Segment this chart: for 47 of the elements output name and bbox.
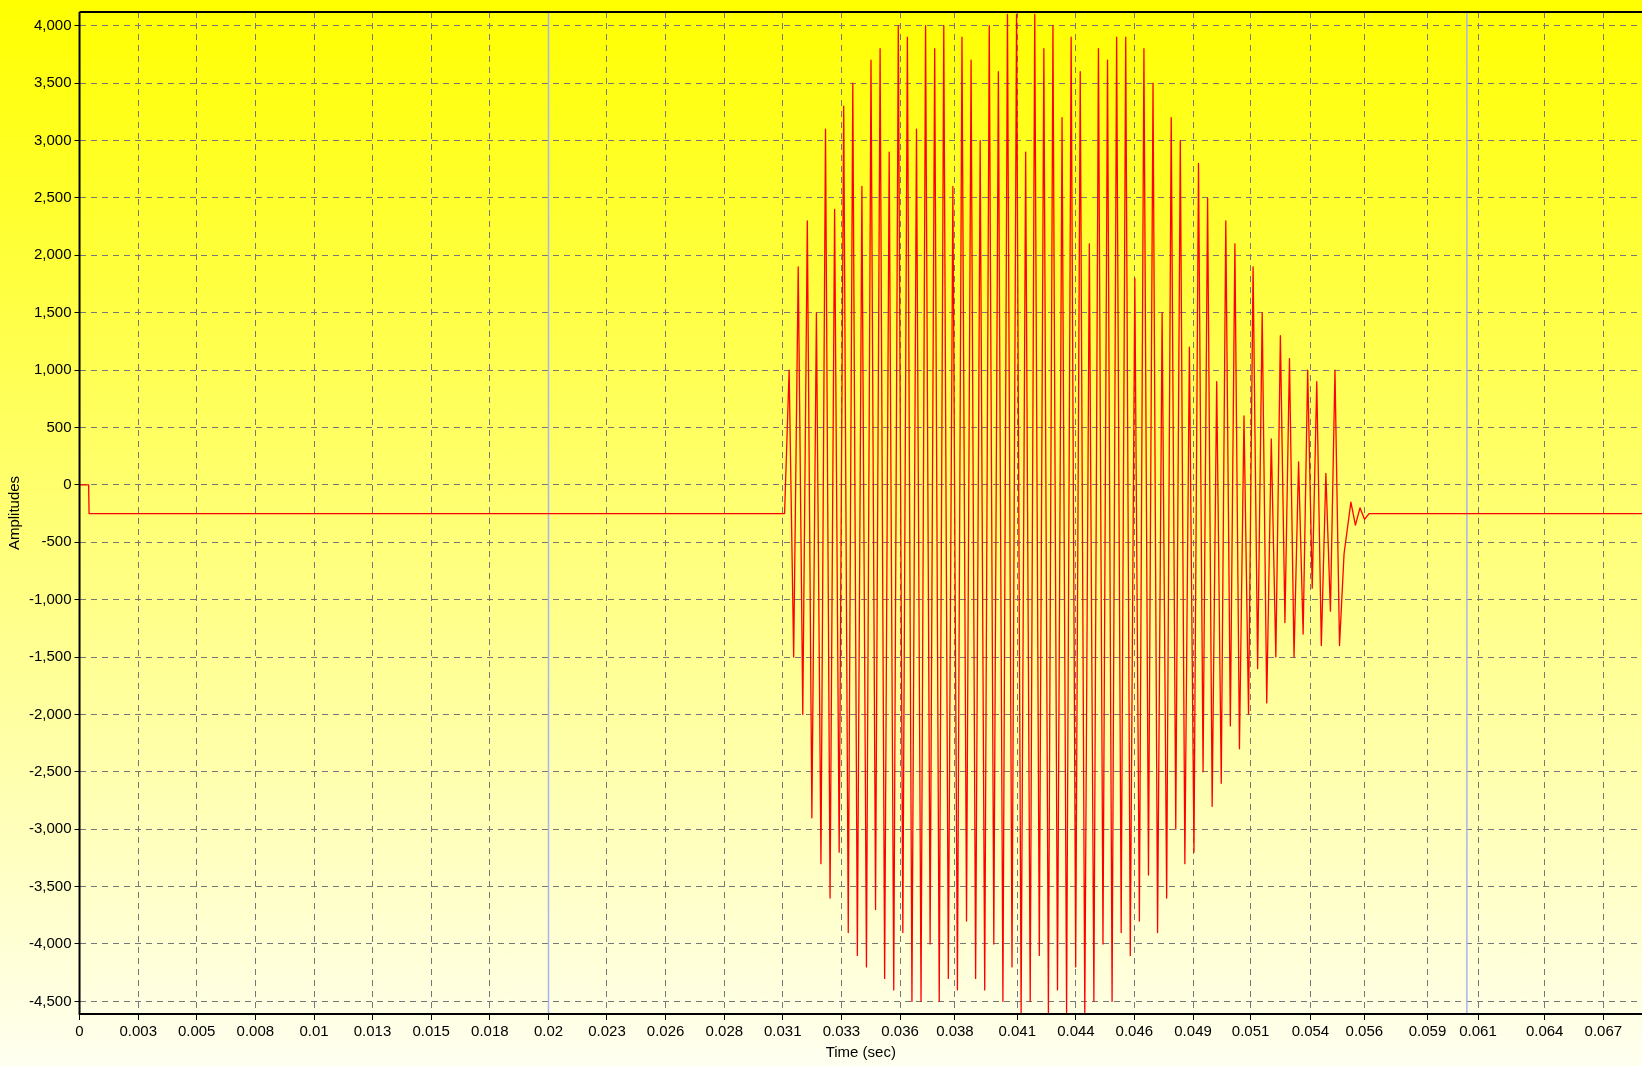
x-tick-label: 0.036 — [881, 1022, 919, 1040]
y-tick-label: -2,000 — [28, 704, 72, 722]
x-tick-label: 0.038 — [936, 1022, 974, 1040]
y-tick-label: -3,500 — [28, 876, 72, 894]
x-tick-label: 0.054 — [1291, 1022, 1330, 1040]
y-tick-label: 4,000 — [33, 15, 72, 33]
x-tick-label: 0.041 — [998, 1022, 1037, 1040]
y-tick-label: 1,500 — [33, 302, 72, 320]
x-tick-label: 0.008 — [236, 1022, 275, 1040]
x-tick-label: 0.049 — [1174, 1022, 1212, 1040]
y-tick-label: 2,500 — [33, 188, 72, 206]
x-tick-label: 0.061 — [1459, 1022, 1497, 1040]
x-tick-label: 0.064 — [1525, 1022, 1564, 1040]
x-tick-label: 0.051 — [1231, 1022, 1270, 1040]
y-tick-label: 3,500 — [33, 73, 72, 91]
x-tick-label: 0.018 — [471, 1022, 509, 1040]
y-tick-label: 3,000 — [33, 130, 72, 148]
x-tick-label: 0.046 — [1115, 1022, 1154, 1040]
x-tick-label: 0.02 — [533, 1022, 564, 1040]
y-tick-label: -3,000 — [28, 819, 72, 837]
y-tick-label: 1,000 — [33, 360, 72, 378]
x-tick-label: 0.059 — [1408, 1022, 1447, 1040]
y-tick-label: 500 — [46, 417, 72, 435]
x-tick-label: 0.023 — [588, 1022, 626, 1040]
x-axis-title: Time (sec) — [825, 1043, 896, 1061]
x-tick-label: 0.026 — [646, 1022, 685, 1040]
x-tick-label: 0.067 — [1584, 1022, 1623, 1040]
y-tick-label: -2,500 — [28, 761, 72, 779]
x-tick-label: 0 — [75, 1022, 84, 1040]
x-tick-label: 0.028 — [705, 1022, 744, 1040]
x-tick-label: 0.01 — [299, 1022, 329, 1040]
y-axis-title: Amplitudes — [5, 475, 23, 551]
y-tick-label: -4,000 — [28, 934, 72, 952]
y-tick-label: -500 — [41, 532, 72, 550]
y-tick-label: -1,000 — [28, 589, 72, 607]
y-tick-label: 2,000 — [33, 245, 72, 263]
x-tick-label: 0.005 — [177, 1022, 216, 1040]
y-tick-label: -4,500 — [28, 991, 72, 1009]
x-tick-label: 0.013 — [353, 1022, 392, 1040]
x-tick-label: 0.056 — [1345, 1022, 1384, 1040]
x-tick-label: 0.033 — [822, 1022, 861, 1040]
x-tick-label: 0.044 — [1057, 1022, 1095, 1040]
y-tick-label: 0 — [63, 475, 72, 493]
y-tick-label: -1,500 — [28, 647, 72, 665]
x-tick-label: 0.031 — [763, 1022, 802, 1040]
x-tick-label: 0.015 — [412, 1022, 450, 1040]
x-tick-label: 0.003 — [119, 1022, 157, 1040]
